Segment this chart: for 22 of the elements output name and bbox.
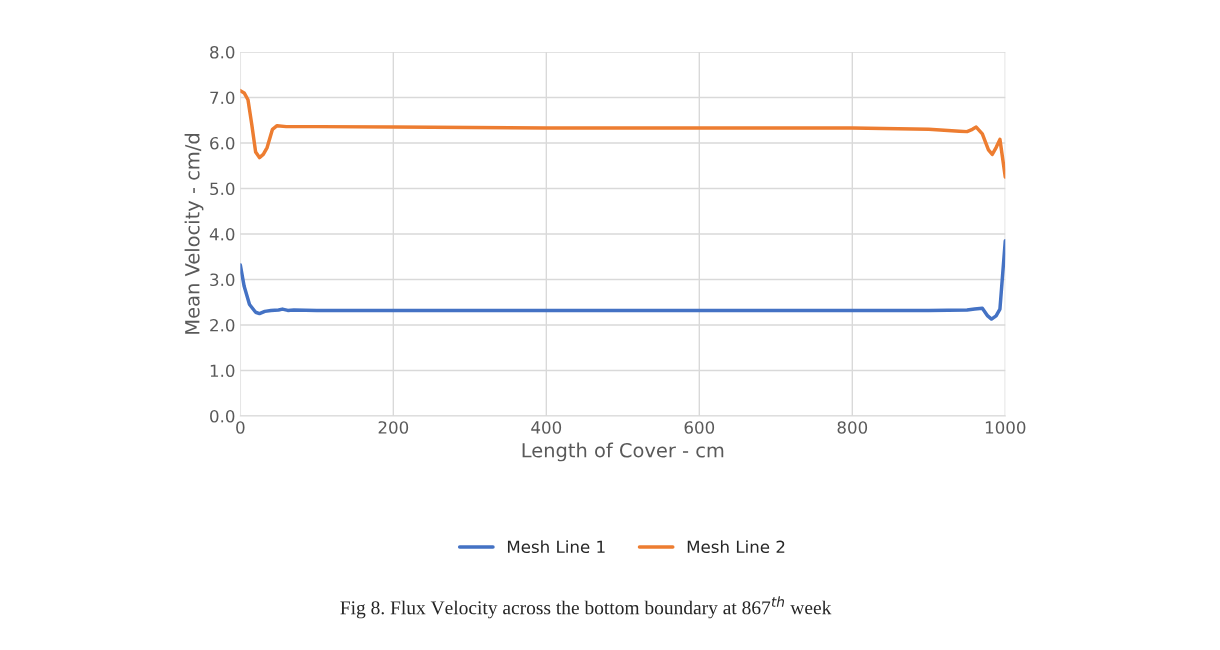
legend-label: Mesh Line 1 — [507, 540, 605, 554]
y-tick-label: 1.0 — [210, 364, 235, 378]
x-tick-label: 1000 — [985, 421, 1026, 434]
y-axis-title: Mean Velocity - cm/d — [184, 134, 204, 334]
y-tick-label: 7.0 — [210, 91, 235, 105]
y-tick-label: 5.0 — [210, 182, 235, 196]
y-tick-label: 2.0 — [210, 318, 235, 332]
y-tick-label: 6.0 — [210, 136, 235, 150]
x-tick-label: 800 — [837, 421, 868, 434]
x-tick-label: 400 — [531, 421, 562, 434]
y-tick-label: 4.0 — [209, 227, 235, 241]
line-series — [240, 88, 1006, 179]
y-tick-label: 8.0 — [210, 45, 235, 59]
line-series — [240, 239, 1006, 321]
legend-label: Mesh Line 2 — [687, 540, 785, 554]
x-tick-label: 0 — [236, 421, 245, 434]
x-tick-label: 600 — [684, 421, 715, 434]
y-tick-label: 0.0 — [210, 409, 235, 423]
x-tick-label: 200 — [378, 421, 409, 434]
y-tick-label: 3.0 — [210, 273, 235, 287]
caption: Fig 8. Flux Velocity across the bottom boundary at 867$^{th}$ week — [340, 596, 832, 619]
x-axis-title: Length of Cover - cm — [522, 442, 724, 462]
